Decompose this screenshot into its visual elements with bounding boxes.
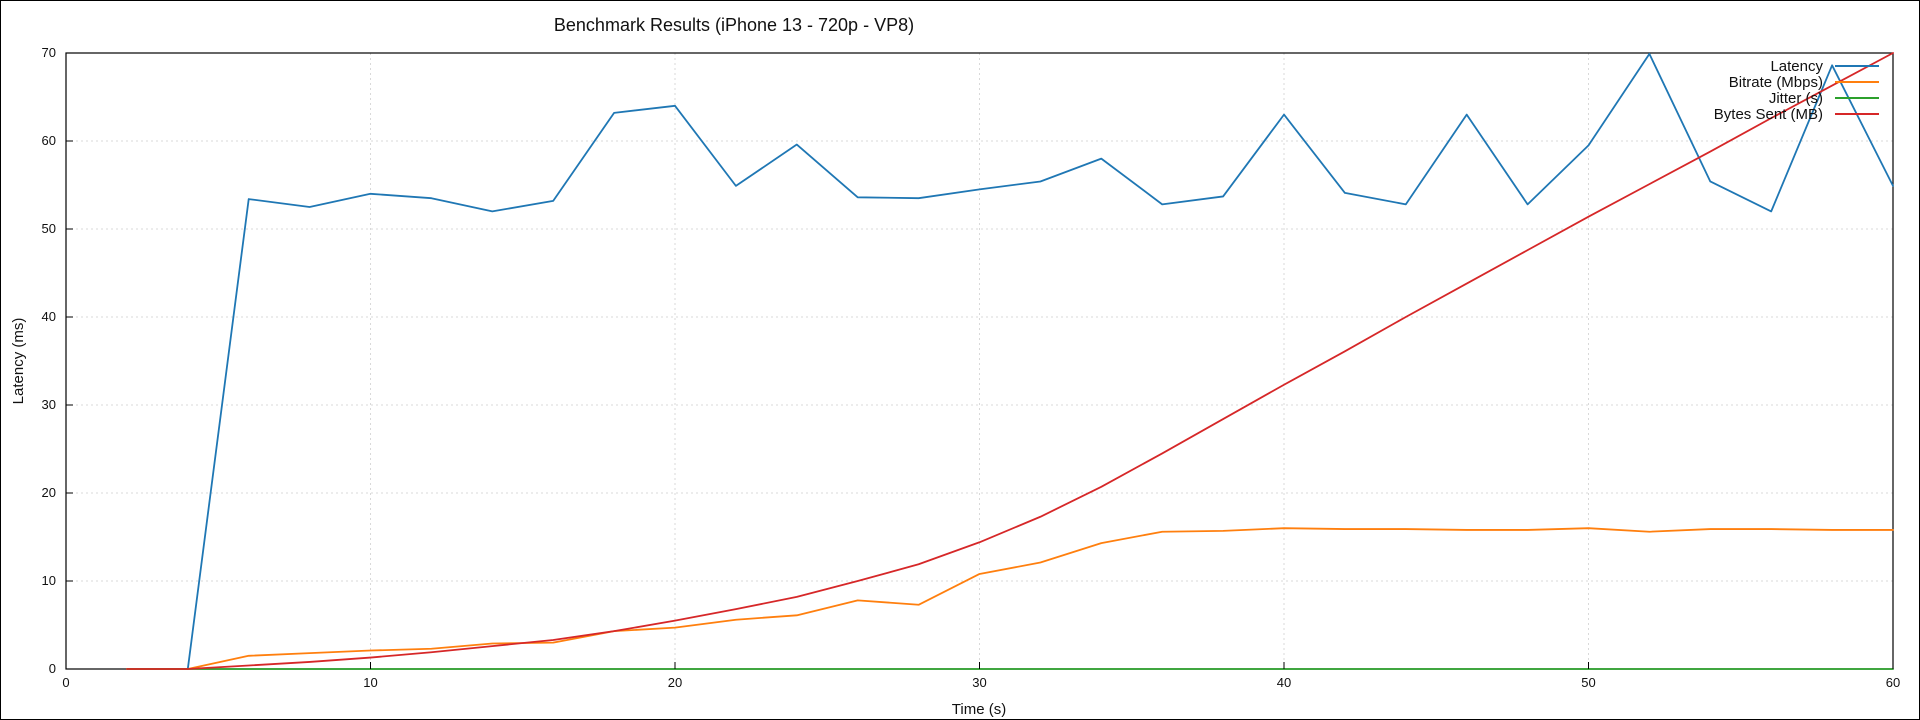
x-axis-label: Time (s) <box>952 701 1006 718</box>
series-layer <box>126 52 1894 670</box>
x-tick-label: 10 <box>363 675 377 690</box>
y-tick-label: 40 <box>42 309 56 324</box>
y-tick-label: 70 <box>42 45 56 60</box>
y-tick-label: 60 <box>42 133 56 148</box>
y-tick-label: 0 <box>49 661 56 676</box>
series-line-bytes <box>126 52 1894 670</box>
x-tick-label: 40 <box>1277 675 1291 690</box>
series-line-bitrate <box>126 527 1894 670</box>
y-axis-label: Latency (ms) <box>10 318 27 405</box>
x-tick-label: 20 <box>668 675 682 690</box>
legend-label-jitter: Jitter (s) <box>1769 90 1823 107</box>
series-line-latency <box>126 52 1894 670</box>
y-tick-label: 50 <box>42 221 56 236</box>
grid-layer <box>65 52 1894 670</box>
x-tick-label: 30 <box>972 675 986 690</box>
legend-label-bytes: Bytes Sent (MB) <box>1714 106 1823 123</box>
y-tick-label: 20 <box>42 485 56 500</box>
chart-title: Benchmark Results (iPhone 13 - 720p - VP… <box>554 15 914 35</box>
legend-label-latency: Latency <box>1770 58 1823 75</box>
x-tick-label: 0 <box>62 675 69 690</box>
axes-layer <box>65 52 1894 670</box>
tick-layer: 0 10 20 30 40 50 60 0 10 20 30 40 50 60 70 <box>42 45 1901 690</box>
y-tick-label: 10 <box>42 573 56 588</box>
x-tick-label: 60 <box>1886 675 1900 690</box>
plot-area-border <box>65 52 1894 670</box>
y-tick-label: 30 <box>42 397 56 412</box>
legend-label-bitrate: Bitrate (Mbps) <box>1729 74 1823 91</box>
x-tick-label: 50 <box>1581 675 1595 690</box>
